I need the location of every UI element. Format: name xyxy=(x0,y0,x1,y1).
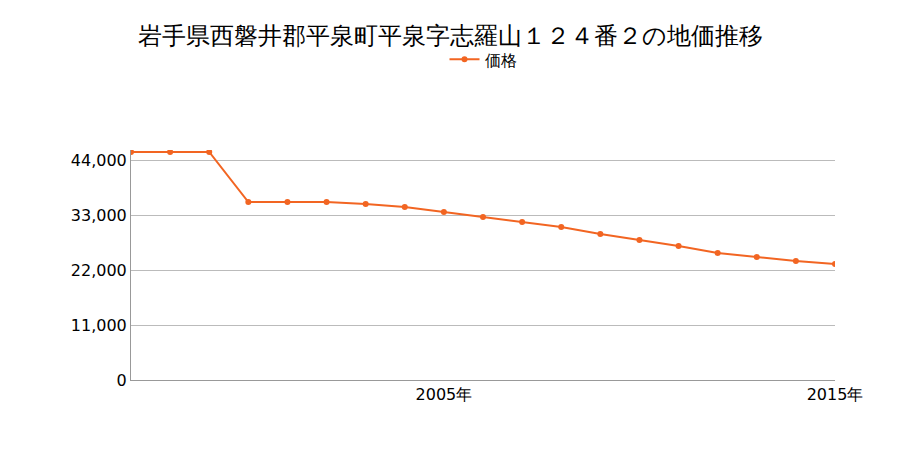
svg-text:22,000: 22,000 xyxy=(71,261,127,280)
svg-text:2005年: 2005年 xyxy=(416,385,473,404)
svg-text:価格: 価格 xyxy=(485,51,517,70)
svg-text:岩手県西磐井郡平泉町平泉字志羅山１２４番２の地価推移: 岩手県西磐井郡平泉町平泉字志羅山１２４番２の地価推移 xyxy=(138,22,763,50)
svg-text:2015年: 2015年 xyxy=(807,385,864,404)
svg-text:33,000: 33,000 xyxy=(71,206,127,225)
svg-text:44,000: 44,000 xyxy=(71,151,127,170)
svg-text:11,000: 11,000 xyxy=(71,316,127,335)
svg-text:0: 0 xyxy=(117,371,127,390)
